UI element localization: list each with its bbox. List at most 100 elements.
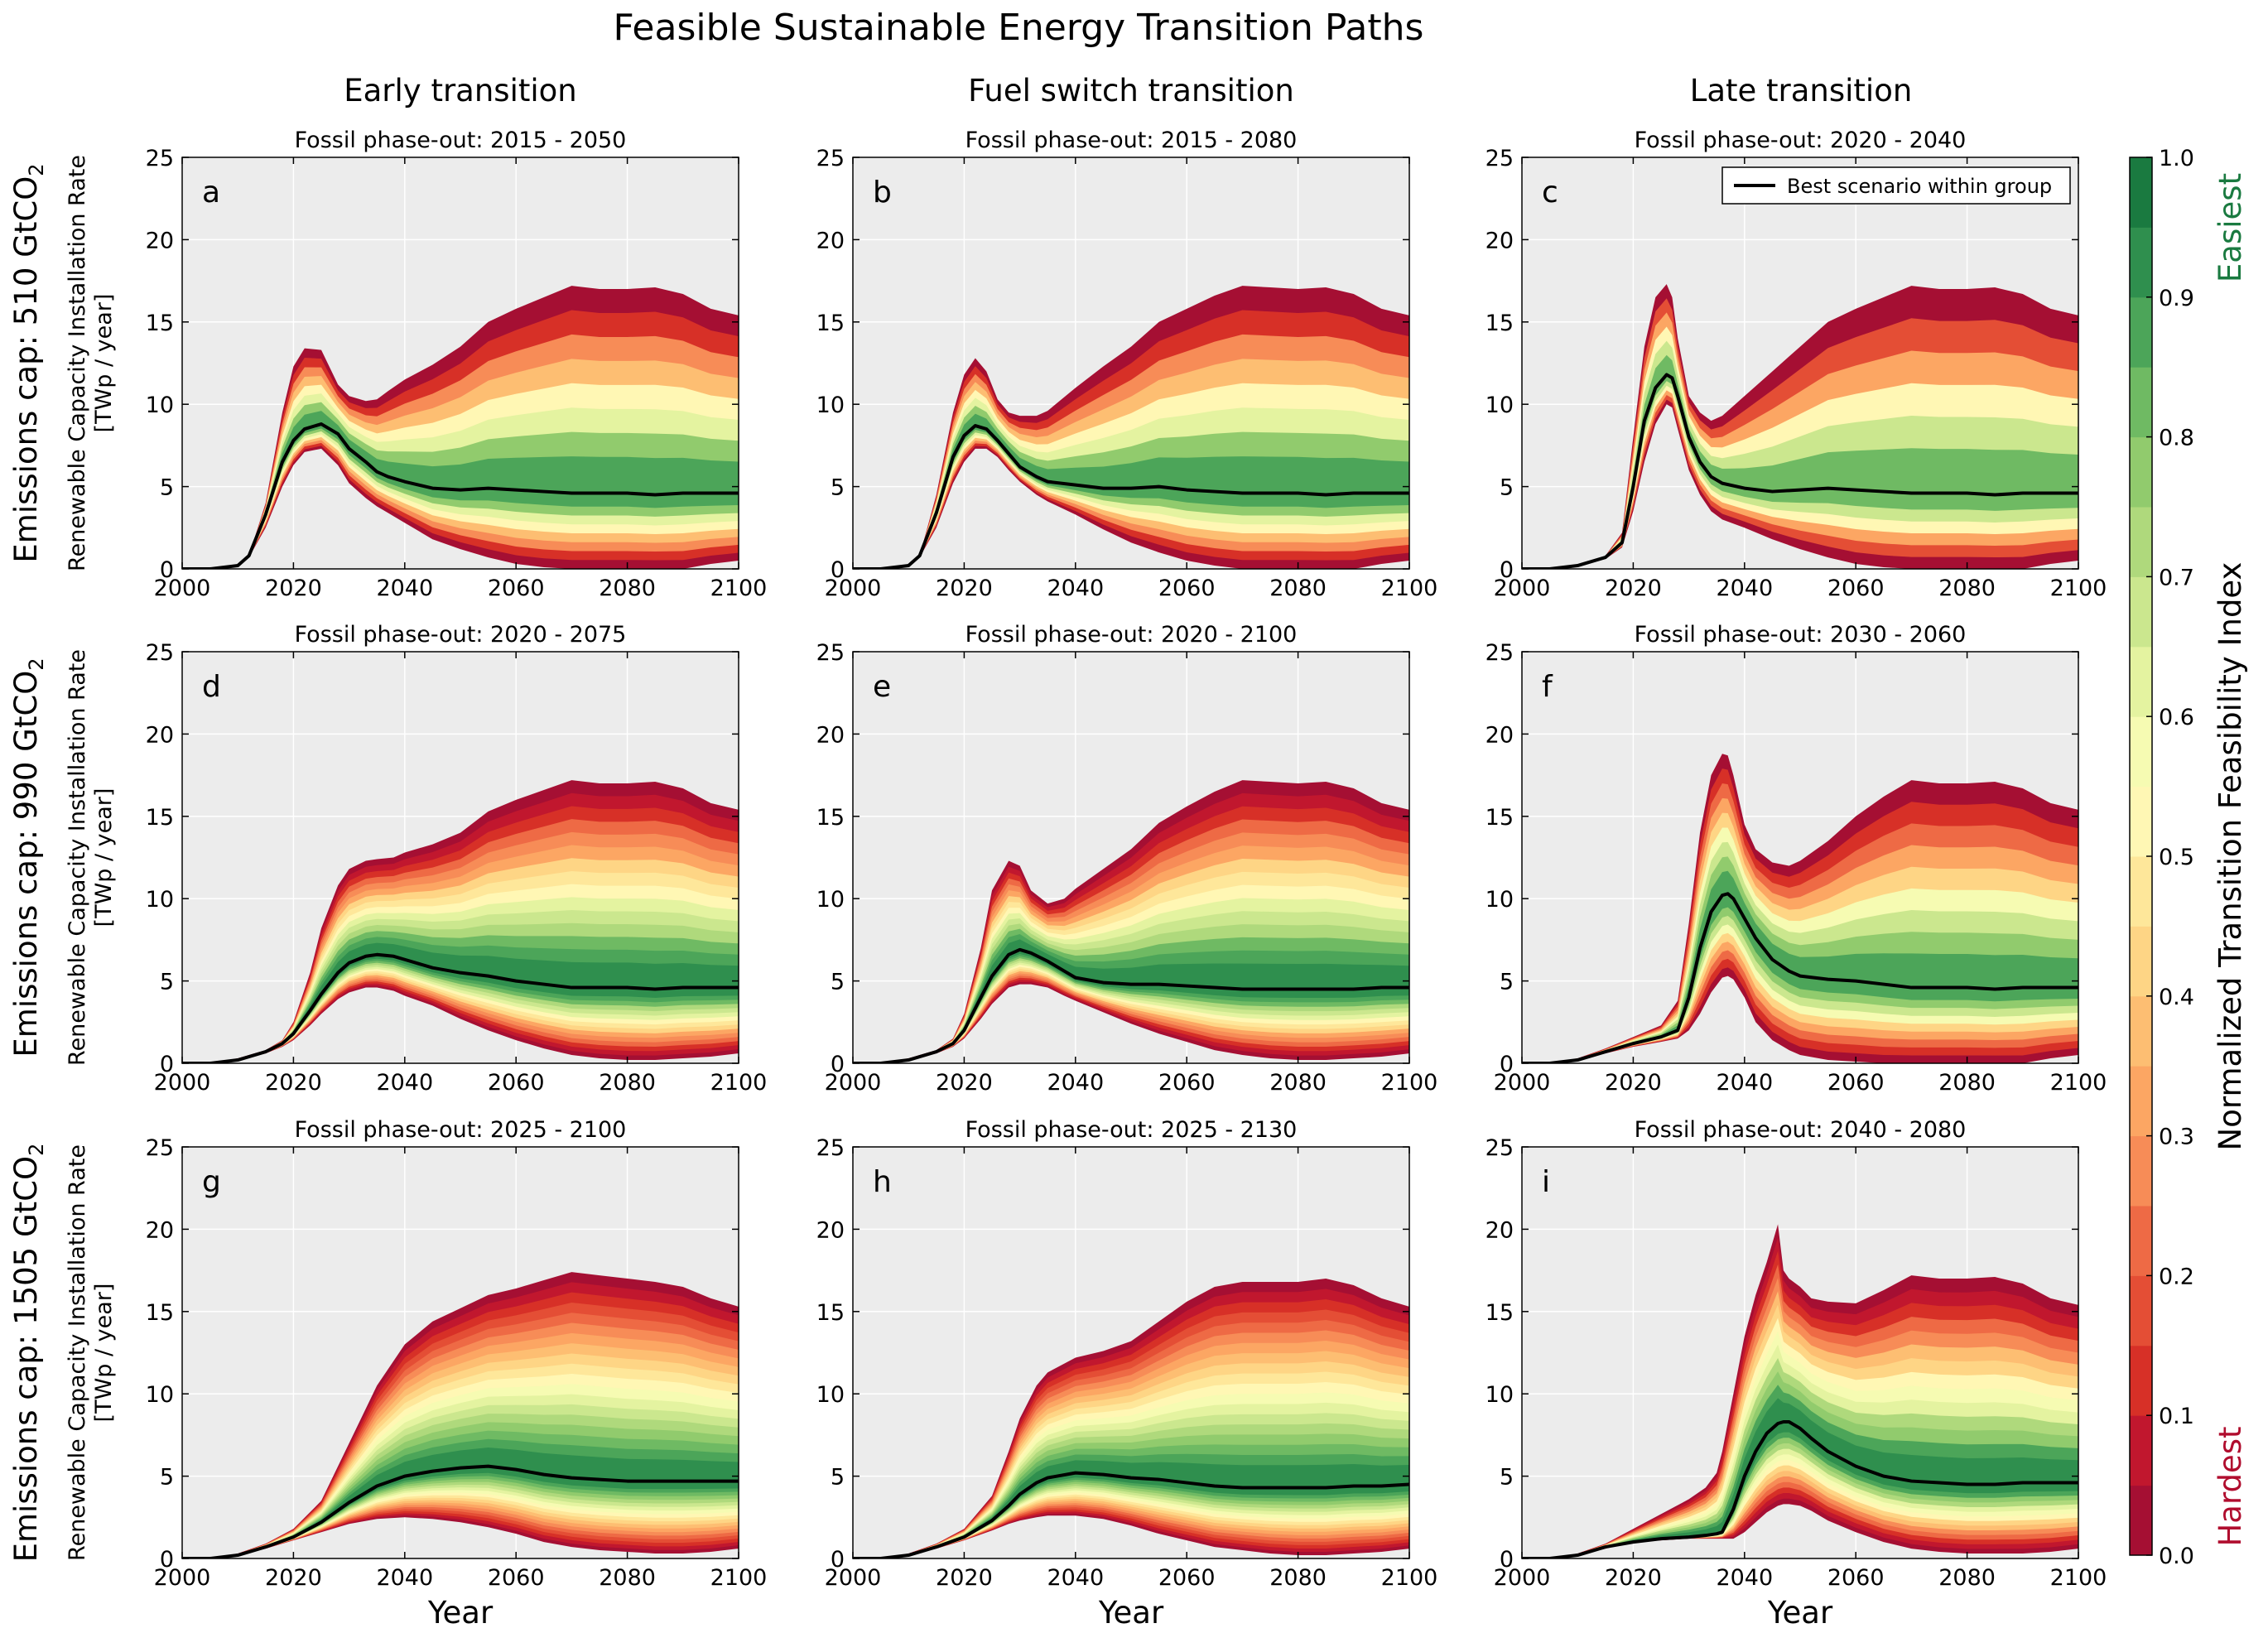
y-tick-label: 0 [1500, 1052, 1514, 1077]
colorbar-segment [2130, 157, 2152, 228]
colorbar-tick-label: 0.5 [2159, 845, 2194, 870]
axes-frame [1521, 1146, 2079, 1559]
y-tick-label: 25 [146, 146, 174, 171]
colorbar-tick-label: 0.2 [2159, 1264, 2194, 1289]
feasibility-band-4 [1522, 340, 2078, 569]
panel-letter: a [202, 176, 220, 210]
panel-letter: b [873, 176, 892, 210]
colorbar-segment [2130, 1345, 2152, 1416]
best-scenario-line [182, 1464, 739, 1558]
y-tick-label: 0 [1500, 557, 1514, 583]
feasibility-band-14 [182, 942, 739, 1063]
x-tick-label: 2000 [154, 1070, 211, 1096]
y-tick-label: 0 [160, 1052, 174, 1077]
best-scenario-line [1522, 892, 2078, 1063]
x-tick-label: 2000 [154, 576, 211, 601]
best-scenario-line [853, 947, 1409, 1063]
y-tick-label: 15 [146, 1300, 174, 1326]
x-tick-label: 2020 [265, 1070, 322, 1096]
colorbar-segment [2130, 1415, 2152, 1486]
x-tick-label: 2060 [1827, 1070, 1885, 1096]
y-tick-label: 5 [831, 475, 845, 501]
x-tick-label: 2040 [376, 1565, 433, 1591]
x-tick-label: 2020 [265, 576, 322, 601]
panel-subtitle: Fossil phase-out: 2040 - 2080 [1635, 1117, 1967, 1143]
y-tick-label: 10 [146, 887, 174, 913]
colorbar-segment [2130, 576, 2152, 648]
y-tick-label: 15 [816, 1300, 845, 1326]
y-tick-label: 5 [1500, 475, 1514, 501]
row-label: Emissions cap: 510 GtCO2 [8, 163, 48, 562]
y-tick-label: 10 [146, 393, 174, 418]
colorbar-segment [2130, 436, 2152, 508]
feasibility-band-14 [853, 939, 1409, 1063]
x-tick-label: 2080 [1938, 576, 1996, 601]
colorbar-tick-label: 0.9 [2159, 286, 2194, 311]
colorbar-segment [2130, 716, 2152, 788]
x-tick-label: 2000 [154, 1565, 211, 1591]
x-tick-label: 2100 [710, 1565, 768, 1591]
feasibility-bands [1522, 754, 2078, 1063]
y-tick-label: 5 [831, 1465, 845, 1491]
panel-letter: g [202, 1165, 221, 1199]
colorbar-tick-label: 0.1 [2159, 1404, 2194, 1429]
x-tick-label: 2100 [2050, 1070, 2107, 1096]
y-tick-label: 0 [160, 1547, 174, 1573]
x-tick-label: 2080 [599, 576, 656, 601]
panel-e: 2000 2020 2040 2060 2080 2100 0 5 10 15 20 25 Fossil… [816, 622, 1438, 1096]
x-tick-label: 2060 [488, 576, 545, 601]
y-tick-label: 20 [816, 722, 845, 748]
best-scenario-line [1522, 373, 2078, 569]
x-tick-label: 2080 [1269, 1565, 1327, 1591]
colorbar-tick-label: 0.0 [2159, 1544, 2194, 1569]
x-tick-label: 2000 [1494, 1565, 1551, 1591]
column-title-late: Late transition [1690, 73, 1913, 108]
x-tick-label: 2000 [825, 1565, 882, 1591]
y-tick-label: 15 [146, 805, 174, 831]
colorbar-segment [2130, 1135, 2152, 1207]
x-tick-label: 2000 [825, 1070, 882, 1096]
colorbar: 0.0 0.1 0.2 0.3 0.4 0.5 0.6 0.7 0.8 0.9 1.0 Normali… [2129, 146, 2248, 1569]
y-tick-label: 10 [816, 393, 845, 418]
x-tick-label: 2100 [710, 576, 768, 601]
best-scenario-line [182, 422, 739, 569]
x-tick-label: 2060 [1158, 576, 1216, 601]
feasibility-bands [182, 1272, 739, 1558]
panel-i: 2000 2020 2040 2060 2080 2100 0 5 10 15 20 25 Fossil… [1486, 1117, 2107, 1631]
panel-letter: i [1542, 1165, 1550, 1199]
colorbar-segment [2130, 926, 2152, 997]
y-tick-label: 25 [146, 1135, 174, 1161]
x-tick-label: 2040 [1716, 576, 1773, 601]
x-tick-label: 2080 [1938, 1070, 1996, 1096]
y-tick-label: 25 [816, 146, 845, 171]
y-tick-label: 25 [1486, 640, 1514, 666]
x-tick-label: 2100 [1381, 576, 1438, 601]
feasibility-band-18 [853, 1460, 1409, 1558]
panel-subtitle: Fossil phase-out: 2015 - 2080 [965, 128, 1298, 153]
y-tick-label: 15 [1486, 805, 1514, 831]
x-tick-label: 2100 [710, 1070, 768, 1096]
y-tick-label: 25 [816, 1135, 845, 1161]
legend: Best scenario within group [1721, 166, 2071, 205]
colorbar-tick-label: 0.3 [2159, 1125, 2194, 1150]
y-tick-label: 20 [1486, 722, 1514, 748]
axes-frame [852, 157, 1410, 570]
panel-subtitle: Fossil phase-out: 2025 - 2130 [965, 1117, 1298, 1143]
colorbar-segment [2130, 1485, 2152, 1556]
y-tick-label: 25 [146, 640, 174, 666]
panel-subtitle: Fossil phase-out: 2030 - 2060 [1635, 622, 1967, 648]
axes-frame [181, 157, 739, 570]
x-tick-label: 2060 [1827, 1565, 1885, 1591]
y-tick-label: 20 [146, 1217, 174, 1243]
axes-frame [1521, 157, 2079, 570]
x-axis-label: Year [1767, 1595, 1833, 1631]
x-axis-label: Year [427, 1595, 494, 1631]
colorbar-segment [2130, 227, 2152, 298]
colorbar-tick-label: 0.7 [2159, 565, 2194, 590]
y-tick-label: 10 [1486, 887, 1514, 913]
y-tick-label: 15 [816, 311, 845, 336]
colorbar-segment [2130, 1066, 2152, 1137]
x-tick-label: 2000 [1494, 576, 1551, 601]
x-tick-label: 2020 [936, 1565, 993, 1591]
